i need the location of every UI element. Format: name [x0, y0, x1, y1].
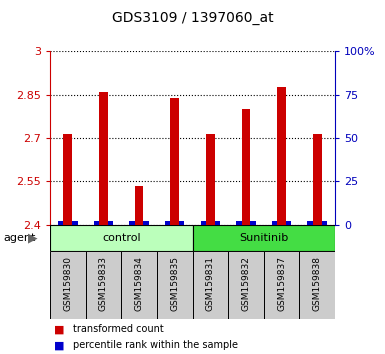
Bar — [99, 92, 108, 225]
Bar — [165, 221, 184, 225]
Bar — [241, 109, 250, 225]
Bar — [206, 134, 215, 225]
Text: percentile rank within the sample: percentile rank within the sample — [73, 340, 238, 350]
Bar — [170, 98, 179, 225]
Bar — [94, 221, 113, 225]
Text: GSM159837: GSM159837 — [277, 256, 286, 311]
Text: GDS3109 / 1397060_at: GDS3109 / 1397060_at — [112, 11, 273, 25]
Bar — [236, 221, 256, 225]
Text: GSM159838: GSM159838 — [313, 256, 321, 311]
Text: GSM159831: GSM159831 — [206, 256, 215, 311]
Bar — [129, 221, 149, 225]
Bar — [264, 251, 300, 319]
Bar — [50, 225, 192, 251]
Bar — [192, 251, 228, 319]
Text: agent: agent — [4, 233, 36, 243]
Text: ▶: ▶ — [28, 232, 38, 245]
Bar — [135, 186, 144, 225]
Bar — [58, 221, 78, 225]
Text: GSM159834: GSM159834 — [135, 256, 144, 311]
Bar — [121, 251, 157, 319]
Text: GSM159832: GSM159832 — [241, 256, 250, 311]
Bar — [300, 251, 335, 319]
Text: transformed count: transformed count — [73, 324, 164, 334]
Bar — [201, 221, 220, 225]
Bar — [307, 221, 327, 225]
Bar — [272, 221, 291, 225]
Text: GSM159830: GSM159830 — [64, 256, 72, 311]
Bar — [85, 251, 121, 319]
Text: ■: ■ — [54, 340, 64, 350]
Bar — [277, 87, 286, 225]
Bar — [50, 251, 85, 319]
Text: GSM159835: GSM159835 — [170, 256, 179, 311]
Bar — [313, 134, 321, 225]
Text: GSM159833: GSM159833 — [99, 256, 108, 311]
Text: Sunitinib: Sunitinib — [239, 233, 288, 243]
Bar — [157, 251, 192, 319]
Bar — [64, 134, 72, 225]
Text: ■: ■ — [54, 324, 64, 334]
Bar — [192, 225, 335, 251]
Text: control: control — [102, 233, 141, 243]
Bar — [228, 251, 264, 319]
